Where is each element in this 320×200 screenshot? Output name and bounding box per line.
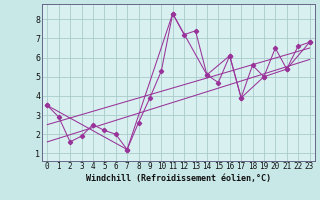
X-axis label: Windchill (Refroidissement éolien,°C): Windchill (Refroidissement éolien,°C) xyxy=(86,174,271,183)
